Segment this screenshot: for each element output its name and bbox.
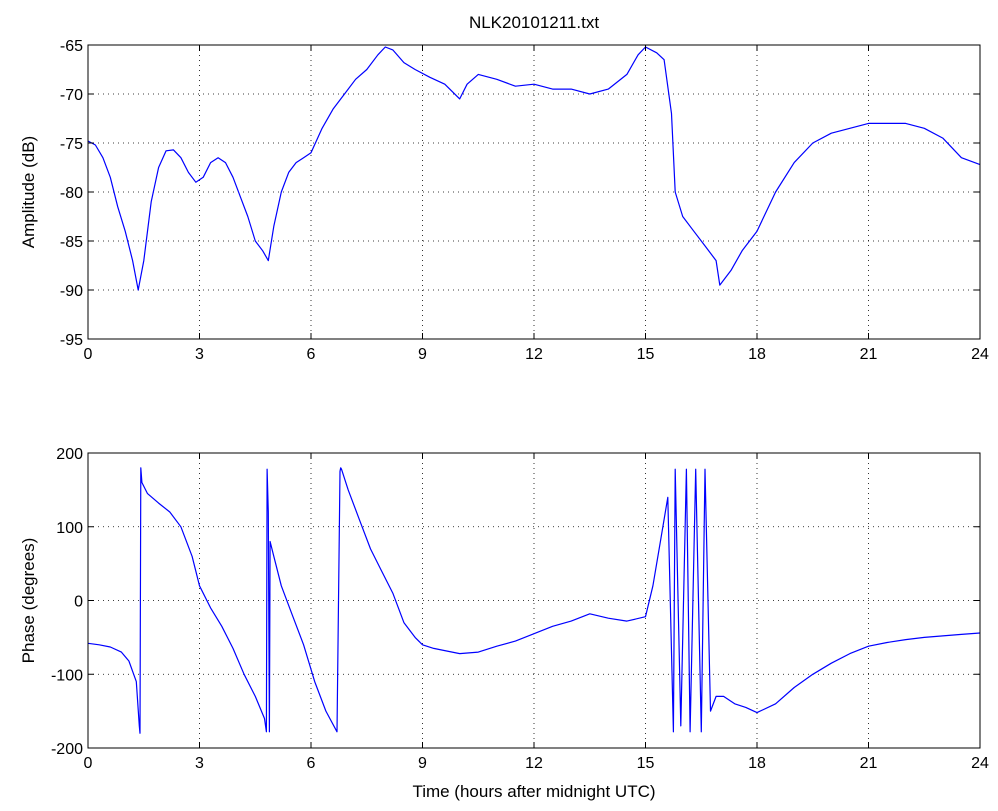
phase-xtick-label: 24 <box>971 755 989 772</box>
amplitude-ytick-label: -85 <box>60 234 83 251</box>
amplitude-xtick-label: 24 <box>971 346 989 363</box>
amplitude-xtick-label: 3 <box>195 346 204 363</box>
amplitude-ylabel: Amplitude (dB) <box>19 136 38 248</box>
amplitude-xtick-label: 21 <box>860 346 878 363</box>
phase-ytick-label: 0 <box>74 594 83 611</box>
amplitude-xtick-label: 18 <box>748 346 766 363</box>
phase-ylabel: Phase (degrees) <box>19 538 38 664</box>
phase-xtick-label: 9 <box>418 755 427 772</box>
phase-ytick-label: 200 <box>56 446 83 463</box>
amplitude-axes: 0 3 6 9 12 15 18 21 24 -95 -90 -85 -80 -75 -70 -65 Ampli… <box>19 38 989 363</box>
amplitude-xtick-label: 9 <box>418 346 427 363</box>
phase-xtick-label: 3 <box>195 755 204 772</box>
phase-xtick-label: 21 <box>860 755 878 772</box>
phase-ytick-label: 100 <box>56 520 83 537</box>
amplitude-ytick-label: -95 <box>60 332 83 349</box>
phase-axes: 0 3 6 9 12 15 18 21 24 -200 -100 0 100 200 Phase (degr… <box>19 446 989 801</box>
phase-ytick-label: -100 <box>51 667 83 684</box>
phase-xtick-label: 6 <box>307 755 316 772</box>
phase-xtick-label: 12 <box>525 755 543 772</box>
phase-xlabel: Time (hours after midnight UTC) <box>412 782 655 801</box>
phase-xtick-label: 18 <box>748 755 766 772</box>
amplitude-xtick-label: 6 <box>307 346 316 363</box>
phase-series-line <box>87 467 981 734</box>
figure-title: NLK20101211.txt <box>469 13 599 32</box>
amplitude-ytick-label: -75 <box>60 136 83 153</box>
amplitude-ytick-label: -90 <box>60 283 83 300</box>
phase-ytick-label: -200 <box>51 741 83 758</box>
amplitude-xtick-label: 12 <box>525 346 543 363</box>
phase-xtick-label: 0 <box>84 755 93 772</box>
amplitude-series-line <box>87 46 981 291</box>
amplitude-ytick-label: -65 <box>60 38 83 55</box>
amplitude-xtick-label: 0 <box>84 346 93 363</box>
amplitude-ytick-label: -70 <box>60 87 83 104</box>
phase-xtick-label: 15 <box>637 755 655 772</box>
amplitude-ytick-label: -80 <box>60 185 83 202</box>
amplitude-xtick-label: 15 <box>637 346 655 363</box>
